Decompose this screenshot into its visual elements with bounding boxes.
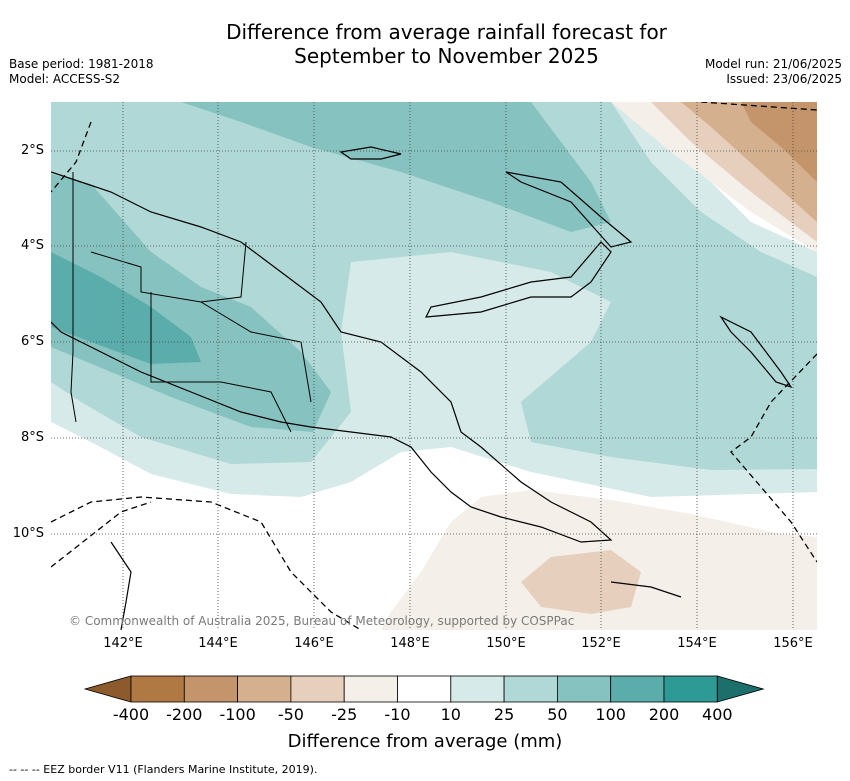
colorbar-tick-label: 10 [440, 705, 461, 724]
lon-label-142e: 142°E [103, 636, 143, 651]
colorbar-tick-label: 50 [547, 705, 568, 724]
new-ireland-coast [505, 171, 633, 248]
graticule [51, 102, 817, 630]
png-indonesia-border [70, 172, 77, 423]
lon-label-156e: 156°E [773, 636, 813, 651]
colorbar-swatch [397, 675, 452, 703]
border-lines [70, 172, 312, 433]
lat-label-10s: 10°S [12, 526, 44, 541]
eez-border [51, 102, 817, 630]
colorbar-tick-label: 100 [595, 705, 626, 724]
colorbar-tick-label: 200 [648, 705, 680, 724]
colorbar-swatch [556, 675, 612, 703]
eez-cape-york [51, 501, 152, 568]
lon-label-146e: 146°E [294, 636, 334, 651]
cape-york-coast [110, 541, 132, 630]
metadata-right: Model run: 21/06/2025 Issued: 23/06/2025 [705, 57, 842, 87]
colorbar-tick-label: -200 [166, 705, 203, 724]
map-title: Difference from average rainfall forecas… [0, 20, 850, 68]
eez-east [730, 353, 817, 563]
contour-50-100-north [181, 102, 611, 232]
provincial-border-2 [150, 292, 292, 433]
colorbar-swatch [343, 675, 398, 703]
colorbar-tick-label: 25 [493, 705, 515, 724]
colorbar-swatch [130, 675, 185, 703]
eez-southwest [51, 496, 362, 630]
provincial-border-3 [200, 301, 312, 403]
colorbar-swatch [450, 675, 505, 703]
new-britain-coast [424, 241, 612, 318]
model-name: Model: ACCESS-S2 [9, 72, 121, 86]
contour-50-100 [51, 174, 331, 432]
colorbar-swatch [503, 675, 558, 703]
lon-label-144e: 144°E [198, 636, 238, 651]
bougainville-coast [719, 315, 793, 389]
contour-100-200 [51, 252, 201, 364]
colorbar-swatch [183, 675, 239, 703]
colorbar-tick-label: -400 [112, 705, 150, 724]
rainfall-map: © Commonwealth of Australia 2025, Bureau… [51, 102, 817, 630]
eez-footnote: -- -- -- EEZ border V11 (Flanders Marine… [9, 763, 318, 776]
new-guinea-coast [51, 171, 613, 543]
lon-label-150e: 150°E [486, 636, 526, 651]
colorbar-swatch [290, 675, 345, 703]
lon-label-152e: 152°E [581, 636, 621, 651]
colorbar-arrow-high [716, 675, 765, 703]
colorbar-swatch [237, 675, 292, 703]
copyright-text: © Commonwealth of Australia 2025, Bureau… [69, 614, 574, 628]
lon-label-148e: 148°E [390, 636, 430, 651]
metadata-left: Base period: 1981-2018 Model: ACCESS-S2 [9, 57, 154, 87]
colorbar [84, 675, 765, 703]
manus-coast [339, 146, 402, 160]
colorbar-swatch [663, 675, 718, 703]
contour-neg-100-200-ne [741, 102, 817, 182]
colorbar-tick-label: -50 [277, 705, 304, 724]
contour-neg-25-50-south [521, 550, 641, 614]
eez-west [51, 121, 92, 193]
provincial-border-1 [90, 241, 247, 303]
base-period: Base period: 1981-2018 [9, 57, 154, 71]
issued-date: Issued: 23/06/2025 [726, 72, 842, 86]
model-run: Model run: 21/06/2025 [704, 57, 842, 71]
title-line-1: Difference from average rainfall forecas… [226, 20, 667, 44]
colorbar-swatch [610, 675, 665, 703]
coastlines [51, 146, 793, 630]
lat-label-6s: 6°S [20, 334, 44, 349]
colorbar-title: Difference from average (mm) [287, 731, 563, 752]
colorbar-tick-label: -10 [384, 705, 411, 724]
colorbar-tick-label: -25 [331, 705, 358, 724]
lat-label-4s: 4°S [20, 238, 44, 253]
colorbar-tick-label: 400 [702, 705, 733, 724]
colorbar-arrow-low [84, 675, 132, 703]
lon-label-154e: 154°E [677, 636, 717, 651]
lat-label-8s: 8°S [20, 430, 44, 445]
colorbar-tick-label: -100 [219, 705, 256, 724]
lat-label-2s: 2°S [20, 143, 44, 158]
louisiade-coast [610, 581, 682, 598]
title-line-2: September to November 2025 [294, 44, 599, 68]
